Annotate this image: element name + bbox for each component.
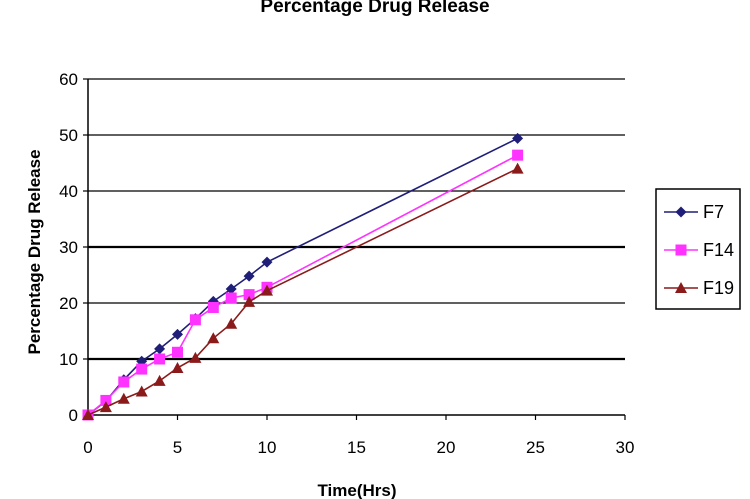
x-axis-title: Time(Hrs) — [317, 481, 396, 499]
y-tick-label-10: 10 — [59, 350, 78, 369]
data-point-f7-8 — [225, 283, 237, 295]
x-tick-label-15: 15 — [347, 438, 366, 457]
x-tick-label-0: 0 — [83, 438, 92, 457]
y-tick-label-60: 60 — [59, 70, 78, 89]
data-point-f19-11 — [511, 162, 524, 174]
series-f19 — [82, 162, 524, 420]
y-tick-label-30: 30 — [59, 238, 78, 257]
data-point-f14-6 — [189, 314, 201, 326]
y-tick-label-20: 20 — [59, 294, 78, 313]
data-point-f19-10 — [261, 284, 273, 296]
axes: 0 10 20 30 40 50 60 0 5 10 15 20 25 30 — [59, 70, 634, 457]
data-point-f14-2 — [118, 376, 130, 388]
legend-marker-f19 — [675, 282, 687, 293]
data-point-f14-3 — [136, 363, 148, 375]
chart-title: Percentage Drug Release — [260, 0, 489, 17]
data-point-f19-6 — [189, 351, 202, 363]
data-point-f14-8 — [225, 292, 237, 304]
legend-entry-f7: F7 — [664, 202, 724, 222]
data-point-f7-4 — [154, 343, 166, 355]
data-point-f14-4 — [154, 353, 166, 365]
data-point-f19-8 — [225, 317, 238, 329]
x-tick-label-25: 25 — [526, 438, 545, 457]
data-point-f7-5 — [172, 328, 183, 340]
legend-marker-f14 — [675, 244, 687, 256]
data-point-f19-7 — [207, 332, 220, 344]
data-point-f19-4 — [153, 374, 166, 386]
gridlines — [88, 78, 625, 361]
data-point-f19-0 — [82, 409, 94, 420]
data-point-f7-9 — [243, 270, 255, 282]
data-point-f19-1 — [99, 401, 112, 413]
series-line-f7 — [87, 137, 518, 416]
data-point-f19-9 — [243, 295, 256, 307]
series-line-f19 — [87, 167, 518, 416]
y-tick-label-40: 40 — [59, 182, 78, 201]
x-tick-label-10: 10 — [258, 438, 277, 457]
data-point-f14-9 — [243, 289, 255, 301]
data-point-f14-5 — [172, 346, 183, 358]
series-f14 — [82, 149, 524, 421]
data-point-f19-3 — [135, 385, 148, 397]
data-point-f19-2 — [117, 392, 130, 404]
series-f7 — [82, 132, 524, 421]
legend-entry-f19: F19 — [664, 278, 734, 298]
data-point-f7-10 — [261, 256, 273, 268]
y-tick-label-0: 0 — [69, 406, 78, 425]
legend-entry-f14: F14 — [664, 240, 734, 260]
data-point-f7-11 — [512, 132, 524, 144]
y-axis-title: Percentage Drug Release — [25, 149, 44, 354]
data-point-f14-7 — [207, 301, 219, 313]
legend: F7 F14 F19 — [655, 188, 741, 310]
x-tick-label-30: 30 — [616, 438, 635, 457]
x-tick-label-5: 5 — [173, 438, 182, 457]
series-layer — [82, 132, 524, 421]
y-tick-label-50: 50 — [59, 126, 78, 145]
legend-marker-f7 — [675, 206, 687, 218]
x-tick-label-20: 20 — [437, 438, 456, 457]
series-line-f14 — [87, 154, 518, 416]
legend-label-f19: F19 — [703, 278, 734, 298]
data-point-f14-1 — [100, 394, 112, 406]
data-point-f14-11 — [512, 149, 524, 161]
legend-label-f7: F7 — [703, 202, 724, 222]
legend-box — [655, 188, 741, 310]
data-point-f19-5 — [171, 361, 184, 373]
legend-label-f14: F14 — [703, 240, 734, 260]
